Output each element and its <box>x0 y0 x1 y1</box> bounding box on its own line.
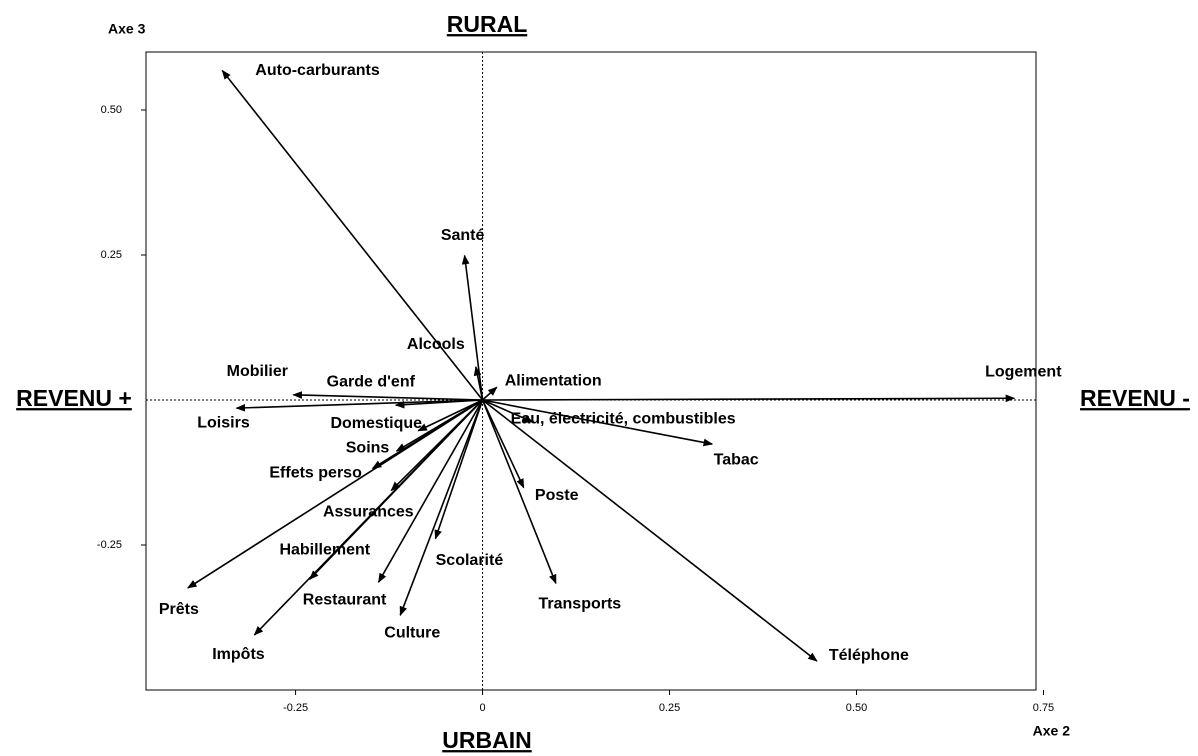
vector-arrow <box>187 399 483 589</box>
y-tick-label: -0.25 <box>97 539 122 551</box>
x-tick-label: 0.50 <box>846 702 867 714</box>
annotation-left: REVENU + <box>16 385 132 411</box>
vector-label: Mobilier <box>227 363 288 380</box>
vector-label: Assurances <box>323 504 414 521</box>
x-axis-label: Axe 2 <box>1033 723 1071 739</box>
vector-label: Prêts <box>159 601 199 618</box>
vector-label: Habillement <box>279 541 370 558</box>
vector-arrow <box>235 399 483 412</box>
vector-label: Soins <box>346 439 390 456</box>
vector-arrow <box>481 399 557 585</box>
vector-label: Poste <box>535 487 579 504</box>
vector-arrow <box>399 399 484 617</box>
vector-arrow <box>292 391 483 401</box>
vector-arrow <box>473 365 484 401</box>
y-axis-label: Axe 3 <box>108 21 146 37</box>
vector-label: Effets perso <box>269 465 362 482</box>
vector-arrow <box>482 386 498 401</box>
x-tick-label: 0.75 <box>1033 702 1054 714</box>
vector-arrow <box>253 399 484 636</box>
vector-label: Transports <box>539 595 622 612</box>
vector-label: Domestique <box>330 415 422 432</box>
annotation-top: RURAL <box>447 11 528 37</box>
vector-arrow <box>482 399 534 423</box>
y-tick-label: 0.25 <box>101 249 122 261</box>
vector-label: Scolarité <box>436 552 504 569</box>
vector-label: Loisirs <box>197 414 250 431</box>
vector-arrow <box>434 399 484 540</box>
annotation-bottom: URBAIN <box>442 727 531 753</box>
annotation-right: REVENU - <box>1080 385 1190 411</box>
vector-arrow <box>482 394 1016 403</box>
vector-label: Culture <box>384 624 440 641</box>
vector-label: Alimentation <box>505 372 602 389</box>
vector-arrow <box>221 69 484 401</box>
vector-arrow <box>417 399 483 432</box>
vector-label: Logement <box>985 363 1062 380</box>
vector-label: Garde d'enf <box>327 373 416 390</box>
vector-arrow <box>461 254 484 401</box>
x-tick-label: 0 <box>479 702 485 714</box>
x-tick-label: -0.25 <box>283 702 308 714</box>
vector-label: Restaurant <box>303 591 387 608</box>
vector-label: Impôts <box>212 646 265 663</box>
vector-label: Tabac <box>714 451 759 468</box>
vector-label: Alcools <box>407 336 465 353</box>
vector-label: Eau, électricité, combustibles <box>511 410 736 427</box>
vector-arrow <box>481 399 525 489</box>
vector-label: Santé <box>441 227 485 244</box>
vector-arrow <box>482 399 714 447</box>
plot-frame <box>145 51 1037 691</box>
x-tick-label: 0.25 <box>659 702 680 714</box>
vector-label: Auto-carburants <box>255 62 380 79</box>
vector-arrow <box>377 399 484 583</box>
y-tick-label: 0.50 <box>101 104 122 116</box>
vector-label: Téléphone <box>829 647 909 664</box>
vector-arrow <box>482 399 818 662</box>
